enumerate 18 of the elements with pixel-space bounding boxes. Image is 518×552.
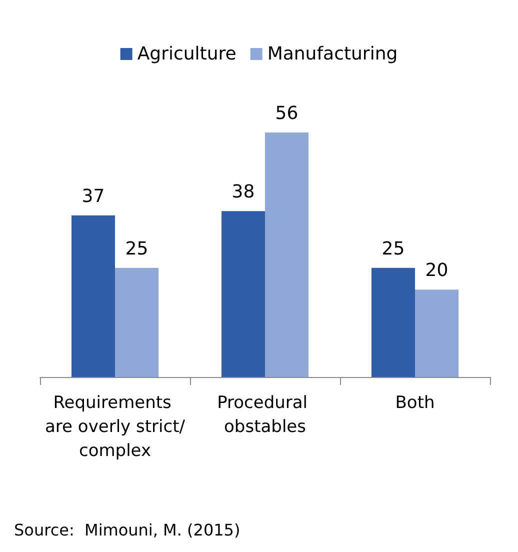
data-label: 20 bbox=[425, 260, 448, 282]
data-label: 37 bbox=[82, 186, 105, 207]
source-note: Source: Mimouni, M. (2015) bbox=[14, 520, 240, 540]
x-tick-label: Requirements are overly strict/complex bbox=[45, 393, 186, 461]
data-label: 25 bbox=[125, 238, 148, 260]
x-tick-label: Procedural obstables bbox=[217, 393, 313, 437]
data-label: 38 bbox=[232, 182, 255, 203]
bar bbox=[265, 132, 308, 377]
data-label: 25 bbox=[382, 238, 405, 260]
bar bbox=[222, 211, 265, 377]
x-tick-label: Both bbox=[395, 393, 435, 413]
legend-label: Manufacturing bbox=[267, 44, 398, 64]
bar bbox=[372, 268, 415, 377]
legend-label: Agriculture bbox=[137, 44, 236, 64]
bar bbox=[415, 290, 458, 377]
data-label: 56 bbox=[275, 102, 298, 124]
bar bbox=[115, 268, 158, 377]
bar bbox=[72, 215, 115, 377]
